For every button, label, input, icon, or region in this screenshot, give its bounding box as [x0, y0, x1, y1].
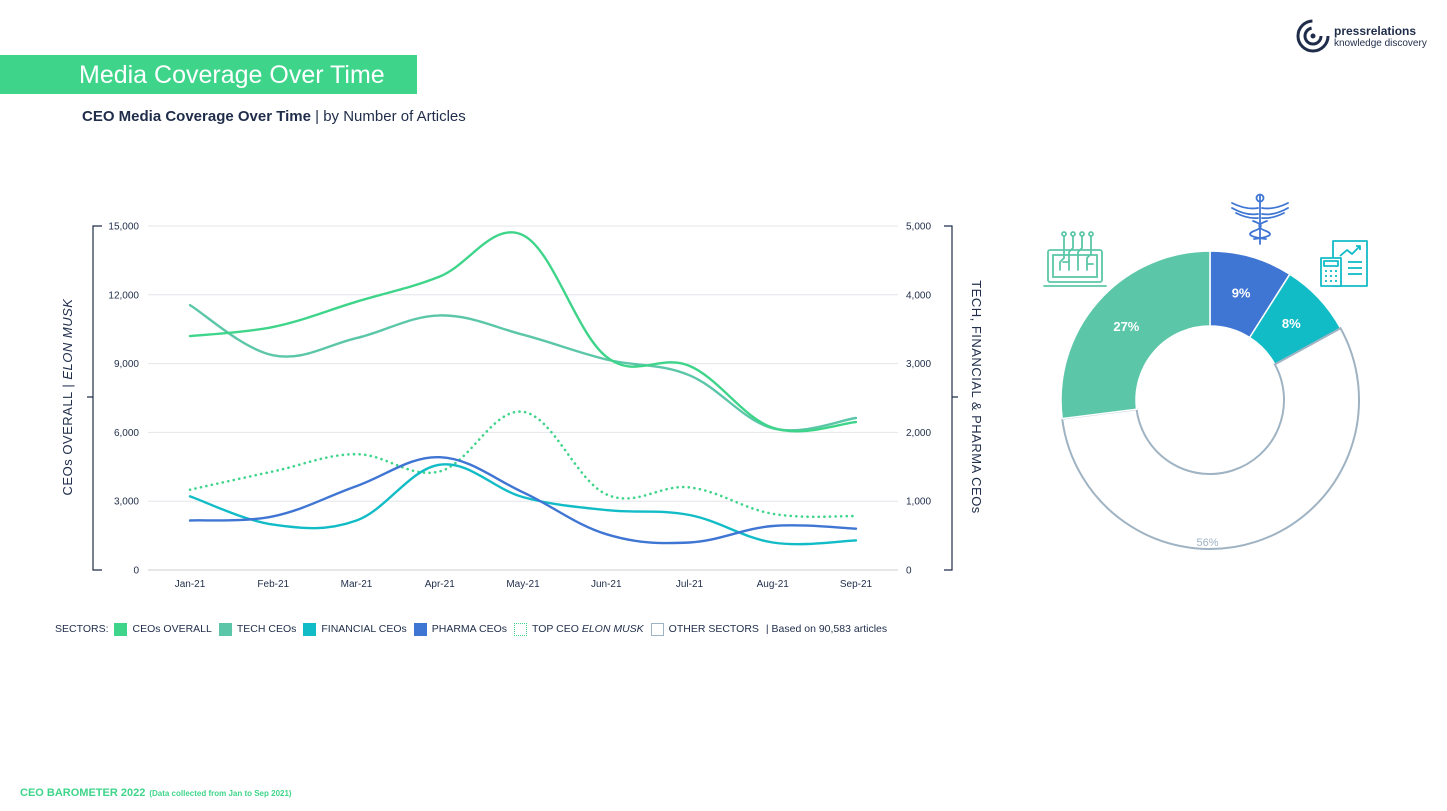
right-tick-label: 2,000: [906, 428, 931, 439]
right-tick-label: 4,000: [906, 290, 931, 301]
x-tick-label: May-21: [506, 579, 540, 590]
brand-logo-icon: [1296, 19, 1330, 53]
legend-item: FINANCIAL CEOs: [303, 622, 407, 636]
left-axis-title: CEOs OVERALL | ELON MUSK: [60, 298, 75, 496]
footer: CEO BAROMETER 2022 (Data collected from J…: [20, 787, 292, 799]
left-axis-bracket: [87, 225, 102, 571]
donut-slice-tech-ceos: [1060, 250, 1211, 420]
legend-item: OTHER SECTORS: [650, 622, 759, 636]
series-line-pharma-ceos: [188, 455, 858, 545]
x-tick-label: Apr-21: [425, 579, 455, 590]
donut-label-other-sectors: 56%: [1197, 537, 1219, 549]
legend-label: PHARMA CEOs: [431, 623, 508, 635]
legend-swatch: [218, 622, 232, 636]
right-tick-label: 5,000: [906, 222, 931, 233]
legend-note: | Based on 90,583 articles: [765, 623, 888, 635]
legend-swatch: [514, 622, 528, 636]
donut-label-pharma-ceos: 9%: [1232, 285, 1251, 300]
title-banner: Media Coverage Over Time: [0, 55, 417, 94]
series-line-ceos-overall: [188, 231, 858, 433]
x-tick-label: Feb-21: [257, 579, 289, 590]
right-axis-title: TECH, FINANCIAL & PHARMA CEOs: [969, 280, 984, 514]
left-tick-label: 15,000: [108, 222, 139, 233]
x-tick-label: Jan-21: [175, 579, 206, 590]
donut-label-tech-ceos: 27%: [1113, 319, 1139, 334]
x-tick-label: Jul-21: [676, 579, 704, 590]
legend-item: CEOs OVERALL: [114, 622, 212, 636]
legend-label: TOP CEO ELON MUSK: [532, 623, 644, 635]
x-tick-label: Aug-21: [757, 579, 790, 590]
line-chart: 0 3,000 6,000 9,000 12,000 15,000 0 1,000 2,000 3…: [60, 222, 984, 591]
legend-label: TECH CEOs: [236, 623, 297, 635]
subtitle-bold: CEO Media Coverage Over Time: [82, 108, 311, 125]
circuit-laptop-icon: [1043, 231, 1107, 287]
legend-item: PHARMA CEOs: [413, 622, 508, 636]
caduceus-icon: [1231, 193, 1289, 245]
legend-swatch: [413, 622, 427, 636]
legend-label: OTHER SECTORS: [668, 623, 759, 635]
legend-label: FINANCIAL CEOs: [321, 623, 407, 635]
legend-label: CEOs OVERALL: [132, 623, 212, 635]
right-axis-bracket: [944, 225, 958, 571]
legend-item: TECH CEOs: [218, 622, 297, 636]
subtitle-rest: | by Number of Articles: [310, 108, 466, 125]
left-tick-label: 12,000: [108, 290, 139, 301]
left-tick-label: 3,000: [114, 497, 139, 508]
page-title: Media Coverage Over Time: [79, 61, 385, 89]
brand-logo: pressrelations knowledge discovery: [1296, 19, 1441, 55]
series-line-top-ceo-elon-musk: [188, 410, 858, 519]
donut-chart: 9% 8% 56% 27%: [1060, 250, 1360, 550]
legend-swatch: [114, 622, 128, 636]
series-line-tech-ceos: [188, 303, 858, 432]
right-tick-label: 0: [906, 566, 912, 577]
donut-icons: [1043, 193, 1368, 287]
donut-label-financial-ceos: 8%: [1282, 316, 1301, 331]
right-tick-label: 3,000: [906, 359, 931, 370]
donut-slice-other-sectors: [1061, 326, 1360, 550]
left-tick-label: 9,000: [114, 359, 139, 370]
left-tick-label: 6,000: [114, 428, 139, 439]
right-tick-label: 1,000: [906, 497, 931, 508]
legend-swatch: [303, 622, 317, 636]
footer-title: CEO BAROMETER 2022: [20, 787, 146, 799]
series-line-financial-ceos: [188, 463, 858, 546]
legend-prefix: SECTORS:: [55, 623, 109, 635]
x-tick-label: Mar-21: [341, 579, 373, 590]
chart-legend: SECTORS: CEOs OVERALL TECH CEOs FINANCIAL C…: [55, 621, 887, 637]
left-tick-label: 0: [133, 566, 139, 577]
legend-item: TOP CEO ELON MUSK: [514, 622, 644, 636]
financial-report-icon: [1320, 240, 1368, 287]
x-tick-label: Sep-21: [840, 579, 873, 590]
brand-tagline: knowledge discovery: [1334, 38, 1427, 49]
chart-subtitle: CEO Media Coverage Over Time | by Number…: [82, 108, 466, 125]
legend-swatch: [650, 622, 664, 636]
brand-name: pressrelations: [1334, 24, 1417, 38]
x-tick-label: Jun-21: [591, 579, 622, 590]
footer-note: (Data collected from Jan to Sep 2021): [149, 789, 292, 798]
